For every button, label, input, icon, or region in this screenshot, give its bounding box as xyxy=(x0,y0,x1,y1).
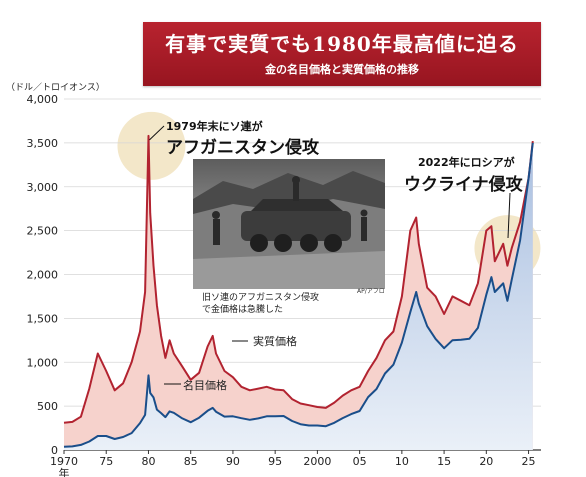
x-tick-label: 25 xyxy=(522,455,536,468)
armored-vehicle-photo-icon xyxy=(193,171,385,289)
photo-caption: 旧ソ連のアフガニスタン侵攻 で金価格は急騰した xyxy=(202,292,319,316)
nominal-price-line xyxy=(63,142,534,448)
afghanistan-invasion-photo xyxy=(193,159,385,289)
x-tick-label: 80 xyxy=(141,455,155,468)
annotation-2022-line1: 2022年にロシアが xyxy=(418,156,515,169)
y-tick-label: 4,000 xyxy=(27,93,59,106)
x-tick-label: 85 xyxy=(184,455,198,468)
y-tick-label: 0 xyxy=(51,444,58,457)
x-tick-label: 05 xyxy=(353,455,367,468)
annotation-2022-leader xyxy=(507,192,511,239)
x-tick-label: 90 xyxy=(226,455,240,468)
series-label-nominal: 名目価格 xyxy=(183,379,227,392)
photo-caption-line1: 旧ソ連のアフガニスタン侵攻 xyxy=(202,293,320,303)
annotation-1979-leader xyxy=(149,125,165,141)
chart-subtitle: 金の名目価格と実質価格の推移 xyxy=(265,63,419,76)
photo-caption-line2: で金価格は急騰した xyxy=(202,305,284,315)
y-tick-label: 1,000 xyxy=(27,356,59,369)
series-label-real: 実質価格 xyxy=(253,335,297,348)
x-tick-label: 10 xyxy=(395,455,409,468)
x-tick-label: 2000 xyxy=(303,455,331,468)
y-tick-label: 2,000 xyxy=(27,269,59,282)
y-tick-label: 3,500 xyxy=(27,137,59,150)
y-tick-label: 3,000 xyxy=(27,181,59,194)
title-banner: 有事で実質でも1980年最高値に迫る 金の名目価格と実質価格の推移 xyxy=(143,22,541,86)
nominal-price-area xyxy=(64,142,533,450)
x-tick-label: 95 xyxy=(268,455,282,468)
y-tick-label: 500 xyxy=(37,400,58,413)
x-tick-label: 75 xyxy=(99,455,113,468)
annotation-1979-line1: 1979年末にソ連が xyxy=(166,120,263,133)
chart-title: 有事で実質でも1980年最高値に迫る xyxy=(165,32,519,56)
highlight-circle-1980 xyxy=(117,111,186,180)
annotation-1979-line2: アフガニスタン侵攻 xyxy=(166,138,319,158)
annotation-2022-line2: ウクライナ侵攻 xyxy=(404,175,523,195)
photo-credit: AP/アフロ xyxy=(357,288,385,295)
x-tick-label: 20 xyxy=(479,455,493,468)
x-tick-label: 1970 xyxy=(50,455,78,468)
y-tick-label: 1,500 xyxy=(27,312,59,325)
y-axis-unit-label: （ドル／トロイオンス） xyxy=(6,83,105,93)
y-tick-label: 2,500 xyxy=(27,225,59,238)
x-axis-year-suffix: 年 xyxy=(59,466,70,477)
x-tick-label: 15 xyxy=(437,455,451,468)
real-price-line xyxy=(63,134,534,424)
